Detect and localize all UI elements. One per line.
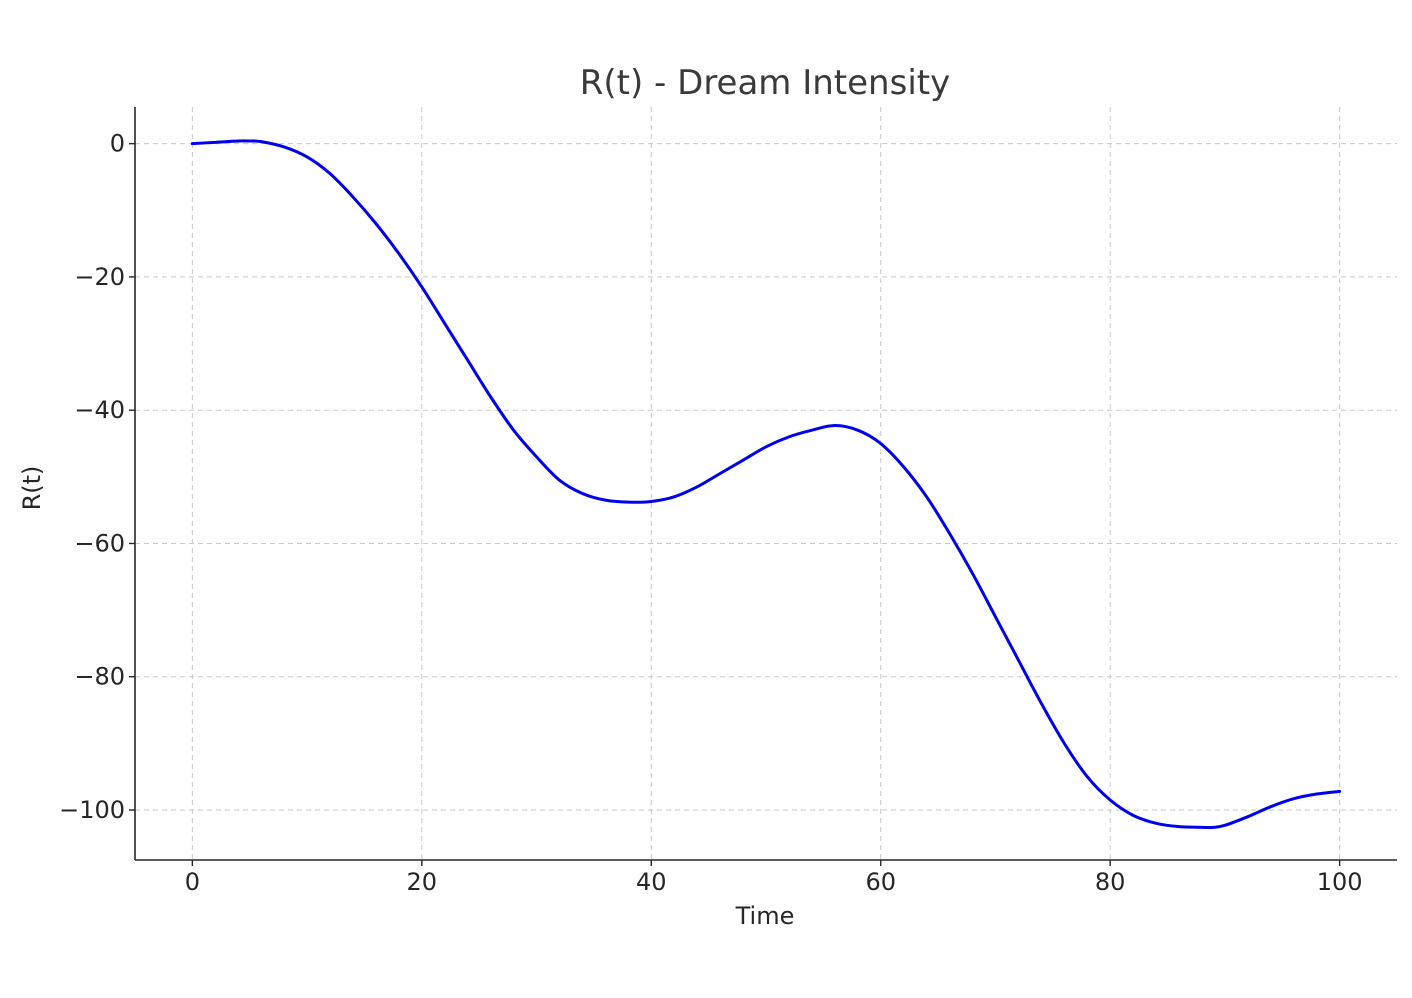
y-tick-label: −20: [74, 263, 125, 291]
x-tick-label: 100: [1317, 868, 1363, 896]
y-tick-label: −60: [74, 529, 125, 557]
y-tick-label: −100: [59, 796, 125, 824]
x-tick-label: 20: [407, 868, 438, 896]
y-tick-label: 0: [110, 130, 125, 158]
x-tick-label: 60: [865, 868, 896, 896]
x-tick-label: 0: [185, 868, 200, 896]
series-layer: [190, 139, 1342, 830]
x-axis-title: Time: [735, 902, 795, 930]
y-axis-title: R(t): [18, 466, 46, 511]
axes: [134, 107, 1397, 861]
chart-title: R(t) - Dream Intensity: [580, 63, 950, 103]
grid: [135, 107, 1397, 860]
ticks: 0 20 40 60 80 100 0 −20 −40 −60 −80 −100: [59, 130, 1362, 896]
y-tick-label: −80: [74, 663, 125, 691]
y-tick-label: −40: [74, 396, 125, 424]
x-tick-label: 80: [1095, 868, 1126, 896]
series-line: [190, 139, 1342, 830]
x-tick-label: 40: [636, 868, 667, 896]
